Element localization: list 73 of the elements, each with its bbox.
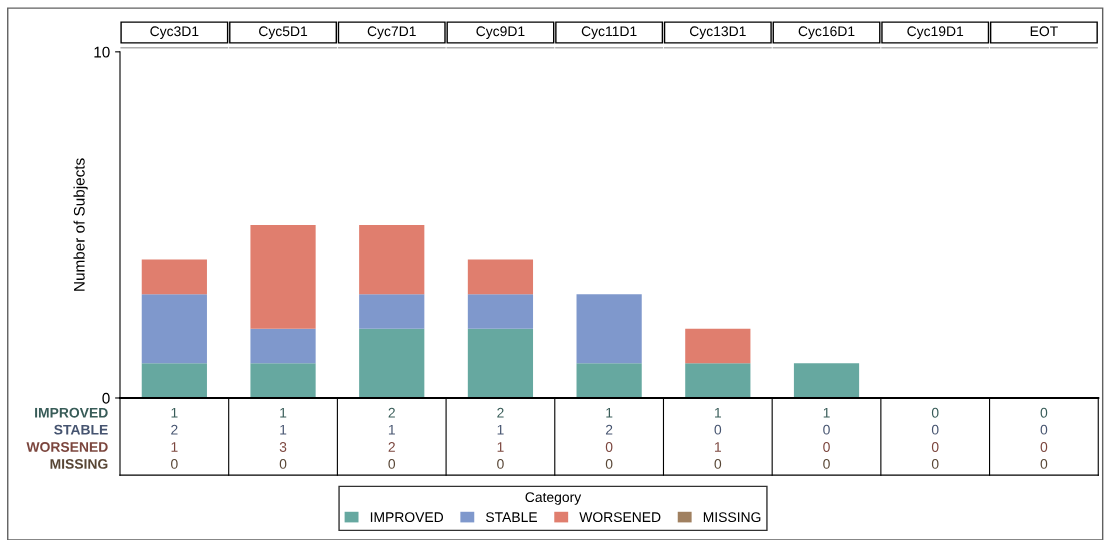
data-label: 0: [1040, 459, 1048, 469]
legend-label: MISSING: [703, 512, 761, 523]
x-tick-label: Cyc9D1: [476, 26, 525, 39]
data-label: 0: [931, 424, 939, 435]
data-label: 2: [497, 407, 504, 418]
text: IMPROVED: [35, 407, 108, 418]
data-label: 1: [715, 407, 722, 418]
data-label: 0: [605, 459, 613, 469]
text: WORSENED: [26, 442, 108, 452]
bar: [467, 294, 534, 329]
data-label: 1: [715, 442, 722, 452]
data-label: 0: [823, 424, 830, 435]
data-label: 1: [823, 407, 830, 418]
data-label: 0: [714, 459, 722, 469]
data-label: 2: [388, 442, 395, 452]
bar: [359, 224, 425, 295]
data-label: 0: [823, 459, 830, 469]
bar: [576, 294, 642, 364]
data-label: 0: [931, 459, 939, 469]
data-label: 1: [171, 407, 178, 418]
data-label: 1: [606, 407, 613, 418]
y-axis-title: Number of Subjects: [73, 158, 88, 291]
bar: [685, 363, 751, 398]
bar: [467, 259, 534, 295]
data-label: 0: [931, 407, 939, 418]
x-tick-label: Cyc16D1: [798, 26, 855, 39]
data-label: 1: [280, 407, 287, 418]
data-label: 0: [1040, 407, 1048, 418]
bar: [250, 224, 316, 329]
legend-label: WORSENED: [579, 512, 661, 523]
data-label: 0: [605, 442, 613, 452]
y-tick-label: 10: [94, 46, 110, 58]
bar: [141, 294, 207, 364]
data-label: 1: [388, 424, 395, 435]
x-tick-label: Cyc13D1: [689, 26, 746, 39]
data-label: 1: [497, 424, 504, 435]
x-tick-label: Cyc3D1: [150, 26, 199, 39]
data-label: 1: [171, 442, 178, 452]
x-tick-label: Cyc7D1: [367, 26, 416, 39]
text: STABLE: [54, 424, 108, 435]
bar: [576, 363, 642, 398]
bar: [359, 294, 425, 329]
data-label: 0: [1040, 442, 1048, 452]
bar: [141, 363, 207, 398]
x-tick-label: Cyc11D1: [581, 26, 637, 39]
legend-title: Category: [525, 492, 582, 505]
legend-label: STABLE: [486, 512, 538, 523]
legend-label: IMPROVED: [370, 512, 444, 523]
bar: [685, 328, 751, 364]
data-label: 2: [605, 424, 613, 435]
data-label: 0: [279, 459, 287, 469]
data-label: 0: [388, 459, 396, 469]
data-label: 3: [279, 442, 287, 452]
bar: [359, 328, 425, 398]
bar: [250, 328, 316, 364]
bar: [250, 363, 316, 398]
data-label: 1: [280, 424, 287, 435]
data-label: 0: [497, 459, 504, 469]
text: MISSING: [50, 459, 108, 469]
data-label: 0: [1040, 424, 1048, 435]
data-label: 0: [823, 442, 830, 452]
bar: [141, 259, 207, 295]
bar: [793, 363, 860, 398]
data-label: 0: [931, 442, 939, 452]
x-tick-label: Cyc5D1: [259, 26, 308, 39]
x-tick-label: Cyc19D1: [907, 26, 964, 39]
bar: [467, 328, 534, 398]
x-tick-label: EOT: [1030, 26, 1058, 37]
data-label: 2: [388, 407, 395, 418]
data-label: 0: [714, 424, 722, 435]
data-label: 2: [171, 424, 178, 435]
data-label: 1: [497, 442, 504, 452]
data-label: 0: [171, 459, 178, 469]
